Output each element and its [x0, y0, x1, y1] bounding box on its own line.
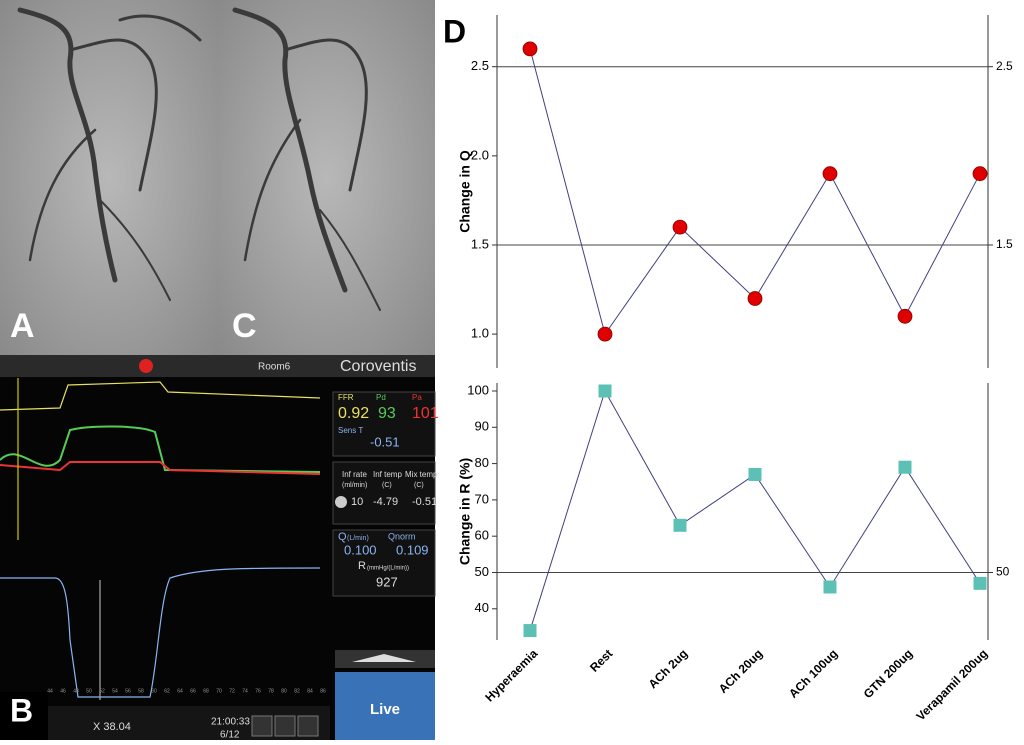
scale-label: 68: [203, 688, 209, 694]
scale-label: 66: [190, 688, 196, 694]
scale-label: 70: [216, 688, 222, 694]
time: 21:00:33: [211, 717, 250, 728]
scale-label: 76: [255, 688, 261, 694]
inf-temp-unit: (C): [382, 482, 392, 489]
point: [672, 219, 688, 235]
y2-tick-label: 1.5: [996, 237, 1013, 251]
scale-label: 46: [60, 688, 66, 694]
y-tick-label: 2.5: [471, 58, 489, 73]
point: [522, 41, 538, 57]
next-button[interactable]: [297, 715, 319, 737]
scale-label: 52: [99, 688, 105, 694]
point: [598, 384, 612, 398]
scale-label: 50: [86, 688, 92, 694]
y-tick-label: 60: [475, 528, 489, 543]
pd: 93: [378, 405, 396, 422]
y2-tick-label: 2.5: [996, 59, 1013, 73]
r-unit: (mmHg/(L/min)): [367, 566, 409, 572]
point: [897, 308, 913, 324]
pa-label: Pa: [412, 393, 422, 402]
ffr: 0.92: [338, 405, 369, 422]
scale-label: 44: [47, 688, 53, 694]
y-tick-label: 40: [475, 600, 489, 615]
mix-temp: -0.51: [412, 496, 437, 508]
y-tick-label: 70: [475, 491, 489, 506]
room: Room6: [258, 362, 291, 373]
scale-label: 60: [151, 688, 157, 694]
mix-temp-label: Mix temp: [405, 470, 438, 479]
scale-label: 62: [164, 688, 170, 694]
scale-label: 84: [307, 688, 313, 694]
sens-label: Sens T: [338, 426, 363, 435]
panel-label: B: [10, 692, 33, 728]
scale-label: 64: [177, 688, 183, 694]
point: [748, 467, 762, 481]
cursor: X 38.04: [93, 721, 131, 733]
point: [973, 576, 987, 590]
pd-label: Pd: [376, 393, 386, 402]
y-tick-label: 100: [467, 382, 489, 397]
q-label: Q: [338, 531, 347, 543]
scale-label: 56: [125, 688, 131, 694]
mix-temp-unit: (C): [414, 482, 424, 489]
scale-label: 86: [320, 688, 326, 694]
monitor: Room6 Coroventis FFR Pd Pa 0.92 93 101 S…: [0, 355, 439, 741]
brand: Coroventis: [340, 358, 416, 375]
point: [597, 326, 613, 342]
prev-button[interactable]: [251, 715, 273, 737]
y-tick-label: 2.0: [471, 147, 489, 162]
y-axis-label: Change in R (%): [457, 458, 473, 565]
qnorm: 0.109: [396, 542, 429, 557]
inf-rate-unit: (ml/min): [342, 482, 367, 489]
y-axis-label: Change in Q: [457, 150, 473, 233]
scale-label: 54: [112, 688, 118, 694]
y2-tick-label: 50: [996, 565, 1010, 579]
page-indicator: 6/12: [220, 730, 240, 740]
y-tick-label: 50: [475, 564, 489, 579]
panel-label: D: [443, 13, 466, 49]
qnorm-label: Qnorm: [388, 531, 416, 541]
angiogram-a: A: [0, 0, 218, 355]
scale-label: 58: [138, 688, 144, 694]
inf-temp: -4.79: [373, 496, 398, 508]
q: 0.100: [344, 542, 377, 557]
point: [972, 166, 988, 182]
scale: 44 46 48 50 52 54 56 58 60 62 64 66 68 70 72 74 76 78 80 82…: [47, 688, 326, 694]
panel-label: A: [10, 307, 35, 345]
y-tick-label: 1.0: [471, 326, 489, 341]
r-label: R: [358, 560, 366, 572]
point: [823, 580, 837, 594]
scale-label: 80: [281, 688, 287, 694]
inf-rate-label: Inf rate: [342, 470, 367, 479]
point: [673, 518, 687, 532]
live[interactable]: Live: [370, 701, 400, 718]
point: [747, 291, 763, 306]
lock-button[interactable]: [274, 715, 296, 737]
point: [822, 166, 838, 182]
angiogram-c: C: [218, 0, 435, 355]
inf-rate: 10: [351, 496, 363, 508]
scale-label: 74: [242, 688, 248, 694]
ffr-label: FFR: [338, 393, 354, 402]
point: [523, 624, 537, 638]
y-tick-label: 1.5: [471, 236, 489, 251]
panel-label: C: [232, 307, 257, 345]
scale-label: 48: [73, 688, 79, 694]
scale-label: 72: [229, 688, 235, 694]
sens: -0.51: [370, 434, 400, 449]
r: 927: [376, 574, 398, 589]
y-tick-label: 80: [475, 455, 489, 470]
inf-temp-label: Inf temp: [373, 470, 402, 479]
y-tick-label: 90: [475, 419, 489, 434]
live-button[interactable]: [335, 672, 435, 740]
scale-label: 78: [268, 688, 274, 694]
scale-label: 82: [294, 688, 300, 694]
point: [898, 460, 912, 474]
pa: 101: [412, 405, 439, 422]
q-unit: (L/min): [347, 535, 369, 542]
